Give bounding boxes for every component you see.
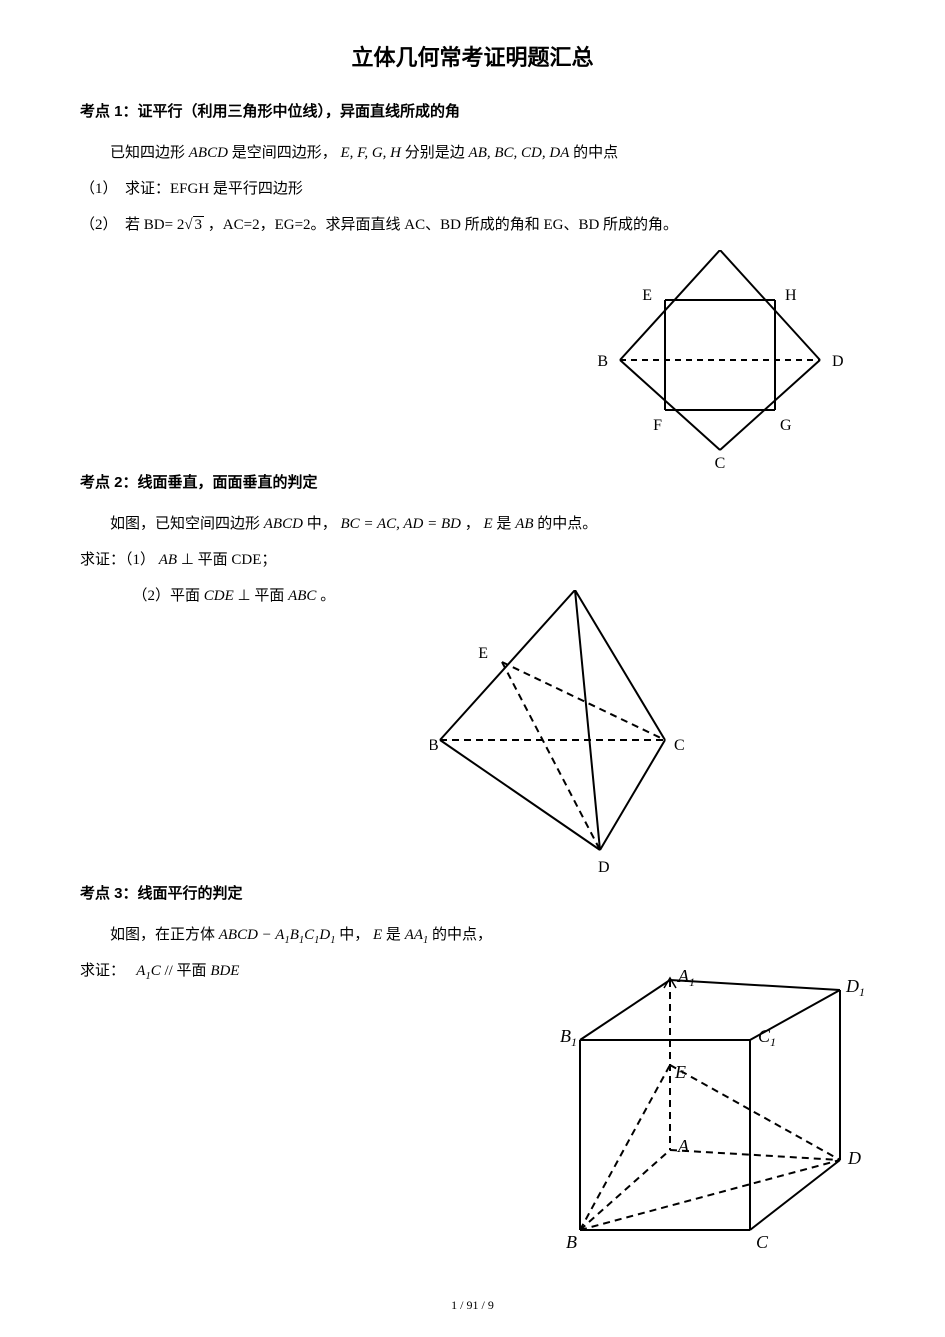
parallel-icon: // — [164, 963, 176, 979]
text: ， — [465, 516, 480, 532]
math-abcd: ABCD — [189, 145, 228, 161]
math: E — [484, 516, 497, 532]
text: 求证：（1） — [80, 552, 155, 568]
topic-1-q1: （1） 求证：EFGH 是平行四边形 — [80, 171, 865, 207]
topic-1-q2: （2） 若 BD= 2√3 ，AC=2，EG=2。求异面直线 AC、BD 所成的… — [80, 207, 865, 243]
text: 。 — [320, 588, 335, 604]
label-e: E — [478, 645, 488, 662]
text: C — [304, 927, 314, 943]
label-b: B — [597, 353, 608, 370]
text: （2）平面 — [133, 588, 201, 604]
sub: 1 — [423, 935, 428, 946]
topic-2-heading: 考点 2：线面垂直，面面垂直的判定 — [80, 471, 865, 492]
text: 平面 CDE； — [198, 552, 277, 568]
label-c: C — [674, 737, 685, 754]
topic-3-text: 如图，在正方体 ABCD − A1B1C1D1 中， E 是 AA1 的中点， — [80, 917, 865, 953]
label-c: C — [756, 1232, 769, 1252]
diagram-3: A1 D1 B1 C1 A D B C E — [560, 970, 880, 1270]
radicand: 3 — [193, 216, 205, 233]
text: 是 — [386, 927, 401, 943]
page-footer: 1 / 91 / 9 — [0, 1298, 945, 1313]
sqrt-icon: √3 — [184, 207, 204, 243]
math-edges: AB, BC, CD, DA — [469, 145, 570, 161]
perp-icon: ⊥ — [181, 552, 194, 568]
topic-2-text: 如图，已知空间四边形 ABCD 中， BC = AC, AD = BD ， E … — [80, 506, 865, 542]
label-b: B — [566, 1232, 577, 1252]
label-b: B — [430, 737, 439, 754]
math: ABC — [288, 588, 320, 604]
label-b1: B1 — [560, 1026, 577, 1049]
math: BDE — [210, 963, 239, 979]
inner-square — [665, 300, 775, 410]
diagram-1: A B C D E F G H — [580, 250, 880, 470]
text: 中， — [339, 927, 369, 943]
text: 平面 — [254, 588, 284, 604]
math: AA1 — [405, 927, 429, 943]
math-two: 2 — [177, 217, 185, 233]
label-d: D — [598, 859, 610, 876]
math: AB — [159, 552, 177, 568]
topic-3-heading: 考点 3：线面平行的判定 — [80, 882, 865, 903]
label-h: H — [785, 287, 797, 304]
diagram-2: A B C D E — [430, 590, 700, 880]
text: 分别是边 — [405, 145, 469, 161]
math: CDE — [204, 588, 234, 604]
label-d: D — [847, 1148, 861, 1168]
math: BC = AC, AD = BD — [340, 516, 464, 532]
text: 中， — [307, 516, 337, 532]
sub: 1 — [145, 971, 150, 982]
text: 求证： — [80, 963, 133, 979]
label-a: A — [677, 1136, 690, 1156]
text: 的中点 — [573, 145, 618, 161]
math: AB — [515, 516, 537, 532]
text: 的中点， — [432, 927, 492, 943]
top-face — [580, 980, 840, 1040]
topic-2-q1: 求证：（1） AB ⊥ 平面 CDE； — [80, 542, 865, 578]
page-title: 立体几何常考证明题汇总 — [80, 40, 865, 72]
hidden-bde — [580, 1065, 840, 1230]
math: ABCD — [264, 516, 303, 532]
text: 如图，在正方体 — [110, 927, 215, 943]
text: ，AC=2，EG=2。求异面直线 AC、BD 所成的角和 EG、BD 所成的角。 — [208, 217, 678, 233]
text: B — [290, 927, 299, 943]
solid-edges — [440, 590, 665, 850]
label-e: E — [642, 287, 652, 304]
label-c1: C1 — [758, 1026, 776, 1049]
math: A1C — [136, 963, 160, 979]
math: E — [373, 927, 386, 943]
sub: 1 — [330, 935, 335, 946]
text: （2） 若 BD= — [80, 217, 173, 233]
text: D — [319, 927, 330, 943]
text: 平面 — [177, 963, 207, 979]
text: 已知四边形 — [110, 145, 185, 161]
text: 如图，已知空间四边形 — [110, 516, 260, 532]
label-e: E — [674, 1062, 686, 1082]
text: 的中点。 — [537, 516, 597, 532]
text: 是空间四边形， — [232, 145, 337, 161]
math-cube: ABCD − A1B1C1D1 — [219, 927, 339, 943]
label-d1: D1 — [845, 976, 865, 999]
label-c: C — [715, 455, 726, 470]
topic-1-heading: 考点 1：证平行（利用三角形中位线），异面直线所成的角 — [80, 100, 865, 121]
text: ABCD − A — [219, 927, 285, 943]
perp-icon: ⊥ — [238, 588, 251, 604]
topic-1-text: 已知四边形 ABCD 是空间四边形， E, F, G, H 分别是边 AB, B… — [80, 135, 865, 171]
label-d: D — [832, 353, 844, 370]
math-efgh: E, F, G, H — [340, 145, 401, 161]
label-f: F — [653, 417, 662, 434]
label-a1: A1 — [677, 970, 695, 989]
label-g: G — [780, 417, 792, 434]
text: 是 — [496, 516, 511, 532]
